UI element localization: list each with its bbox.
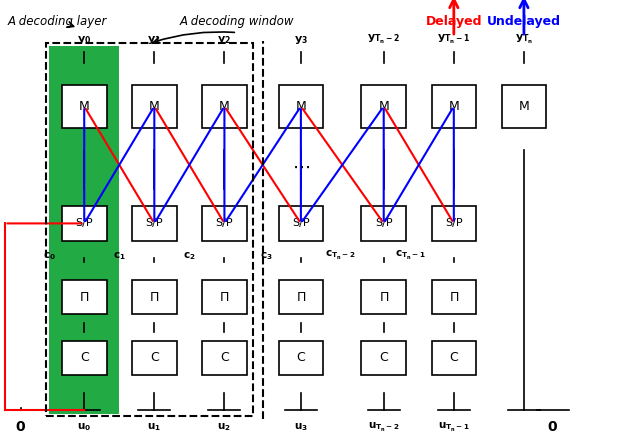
Text: M: M	[378, 100, 389, 113]
FancyBboxPatch shape	[431, 280, 476, 314]
FancyBboxPatch shape	[502, 85, 546, 128]
Text: $\mathbf{y_1}$: $\mathbf{y_1}$	[147, 33, 161, 45]
FancyBboxPatch shape	[62, 85, 106, 128]
Text: $\Pi$: $\Pi$	[296, 291, 306, 304]
Text: S/P: S/P	[375, 219, 392, 228]
FancyBboxPatch shape	[202, 206, 246, 241]
Text: A decoding window: A decoding window	[180, 15, 294, 28]
Text: M: M	[449, 100, 459, 113]
Text: M: M	[79, 100, 90, 113]
Text: A decoding layer: A decoding layer	[8, 15, 107, 28]
FancyBboxPatch shape	[278, 206, 323, 241]
FancyBboxPatch shape	[362, 206, 406, 241]
FancyBboxPatch shape	[62, 340, 106, 375]
Text: $\mathbf{u_{T_n-1}}$: $\mathbf{u_{T_n-1}}$	[438, 421, 470, 434]
FancyBboxPatch shape	[431, 206, 476, 241]
Text: $\mathbf{y_{T_n-2}}$: $\mathbf{y_{T_n-2}}$	[367, 33, 400, 45]
FancyBboxPatch shape	[278, 340, 323, 375]
FancyBboxPatch shape	[62, 280, 106, 314]
FancyBboxPatch shape	[132, 85, 177, 128]
FancyBboxPatch shape	[431, 85, 476, 128]
Text: $\mathbf{y_3}$: $\mathbf{y_3}$	[294, 33, 308, 45]
Text: $\mathbf{u_{T_n-2}}$: $\mathbf{u_{T_n-2}}$	[368, 421, 399, 434]
FancyBboxPatch shape	[278, 280, 323, 314]
Text: $\Pi$: $\Pi$	[449, 291, 459, 304]
Text: M: M	[518, 100, 529, 113]
Text: $\mathbf{0}$: $\mathbf{0}$	[15, 420, 26, 434]
Text: $\mathbf{c_0}$: $\mathbf{c_0}$	[43, 250, 56, 262]
Text: S/P: S/P	[292, 219, 310, 228]
Text: C: C	[296, 351, 305, 364]
Text: Undelayed: Undelayed	[487, 15, 561, 28]
Text: C: C	[150, 351, 159, 364]
Text: C: C	[80, 351, 88, 364]
Text: S/P: S/P	[445, 219, 463, 228]
Text: M: M	[219, 100, 230, 113]
Text: $\cdots$: $\cdots$	[292, 158, 310, 176]
FancyBboxPatch shape	[278, 85, 323, 128]
Text: $\Pi$: $\Pi$	[379, 291, 389, 304]
Text: $\mathbf{c_{T_n-1}}$: $\mathbf{c_{T_n-1}}$	[395, 249, 425, 263]
Text: $\mathbf{0}$: $\mathbf{0}$	[547, 420, 558, 434]
FancyBboxPatch shape	[362, 340, 406, 375]
FancyBboxPatch shape	[362, 280, 406, 314]
Text: S/P: S/P	[216, 219, 233, 228]
Text: M: M	[296, 100, 307, 113]
FancyBboxPatch shape	[202, 280, 246, 314]
FancyBboxPatch shape	[49, 45, 119, 414]
Text: $\mathbf{y_{T_n-1}}$: $\mathbf{y_{T_n-1}}$	[437, 33, 470, 45]
FancyBboxPatch shape	[132, 340, 177, 375]
Text: S/P: S/P	[145, 219, 163, 228]
FancyBboxPatch shape	[202, 340, 246, 375]
Text: $\mathbf{c_3}$: $\mathbf{c_3}$	[259, 250, 272, 262]
Text: $\Pi$: $\Pi$	[79, 291, 90, 304]
Text: S/P: S/P	[76, 219, 93, 228]
Text: $\mathbf{c_1}$: $\mathbf{c_1}$	[113, 250, 125, 262]
Text: $\mathbf{u_0}$: $\mathbf{u_0}$	[77, 421, 92, 433]
FancyBboxPatch shape	[431, 340, 476, 375]
Text: Delayed: Delayed	[426, 15, 482, 28]
FancyBboxPatch shape	[132, 206, 177, 241]
FancyBboxPatch shape	[362, 85, 406, 128]
Text: $\mathbf{u_1}$: $\mathbf{u_1}$	[147, 421, 161, 433]
Text: $\Pi$: $\Pi$	[149, 291, 159, 304]
Text: C: C	[449, 351, 458, 364]
Text: $\mathbf{u_2}$: $\mathbf{u_2}$	[218, 421, 231, 433]
Text: $\mathbf{u_3}$: $\mathbf{u_3}$	[294, 421, 308, 433]
FancyBboxPatch shape	[62, 206, 106, 241]
Text: M: M	[149, 100, 160, 113]
Text: C: C	[220, 351, 228, 364]
FancyBboxPatch shape	[132, 280, 177, 314]
Text: $\mathbf{y_2}$: $\mathbf{y_2}$	[218, 33, 232, 45]
Text: $\Pi$: $\Pi$	[220, 291, 230, 304]
FancyBboxPatch shape	[202, 85, 246, 128]
Text: C: C	[380, 351, 388, 364]
Text: $\mathbf{y_{T_n}}$: $\mathbf{y_{T_n}}$	[515, 33, 533, 45]
Text: $\mathbf{y_0}$: $\mathbf{y_0}$	[77, 33, 92, 45]
Text: $\mathbf{c_{T_n-2}}$: $\mathbf{c_{T_n-2}}$	[324, 249, 355, 263]
Text: $\mathbf{c_2}$: $\mathbf{c_2}$	[183, 250, 196, 262]
